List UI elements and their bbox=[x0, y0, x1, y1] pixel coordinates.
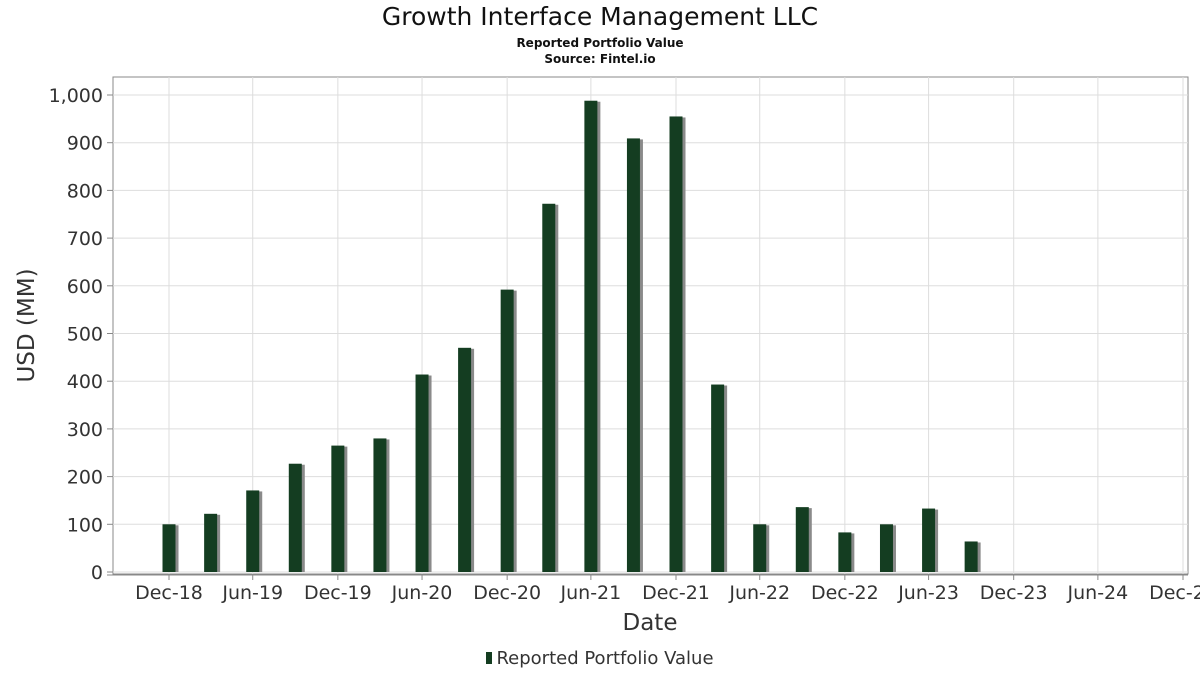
bar bbox=[626, 138, 643, 573]
x-axis-label: Date bbox=[623, 610, 678, 636]
bar bbox=[964, 541, 981, 572]
bar-fill bbox=[331, 445, 345, 572]
bar bbox=[288, 463, 305, 572]
bar-fill bbox=[542, 203, 556, 573]
x-tick-label: Dec-19 bbox=[304, 582, 372, 604]
bar-fill bbox=[964, 541, 978, 572]
x-tick-label: Dec-22 bbox=[811, 582, 879, 604]
bar bbox=[204, 513, 221, 572]
x-tick-label: Dec-20 bbox=[473, 582, 541, 604]
bar-fill bbox=[626, 138, 640, 573]
x-tick-label: Jun-24 bbox=[1067, 582, 1129, 604]
bar bbox=[838, 532, 855, 572]
bar-fill bbox=[288, 463, 302, 572]
y-tick-label: 100 bbox=[67, 514, 103, 536]
bar-fill bbox=[246, 490, 260, 572]
x-tick-label: Jun-20 bbox=[391, 582, 453, 604]
chart-source: Source: Fintel.io bbox=[544, 52, 656, 66]
x-tick-label: Dec-18 bbox=[135, 582, 203, 604]
bar bbox=[162, 524, 179, 572]
x-tick-label: Dec-24 bbox=[1149, 582, 1200, 604]
bar bbox=[246, 490, 263, 572]
y-tick-label: 200 bbox=[67, 467, 103, 489]
bar bbox=[753, 524, 770, 572]
bar bbox=[922, 508, 939, 572]
bar-fill bbox=[415, 374, 429, 572]
x-tick-label: Jun-22 bbox=[728, 582, 790, 604]
bar bbox=[542, 203, 559, 573]
x-tick-label: Jun-23 bbox=[897, 582, 959, 604]
bar bbox=[711, 384, 728, 572]
x-tick-label: Dec-23 bbox=[980, 582, 1048, 604]
y-tick-label: 800 bbox=[67, 180, 103, 202]
legend: Reported Portfolio Value bbox=[0, 648, 1200, 669]
y-axis-label: USD (MM) bbox=[14, 268, 40, 382]
y-tick-label: 400 bbox=[67, 371, 103, 393]
bar bbox=[669, 116, 686, 572]
bar-fill bbox=[753, 524, 767, 572]
bar bbox=[584, 100, 601, 572]
bar-fill bbox=[795, 507, 809, 572]
y-tick-label: 300 bbox=[67, 419, 103, 441]
y-tick-label: 700 bbox=[67, 228, 103, 250]
x-tick-label: Jun-21 bbox=[560, 582, 622, 604]
bar bbox=[331, 445, 348, 572]
bar bbox=[458, 347, 475, 572]
y-tick-label: 500 bbox=[67, 324, 103, 346]
bar-fill bbox=[669, 116, 683, 572]
x-tick-label: Jun-19 bbox=[221, 582, 283, 604]
y-tick-label: 1,000 bbox=[49, 85, 103, 107]
bar bbox=[415, 374, 432, 572]
bars bbox=[162, 100, 981, 573]
legend-swatch bbox=[486, 652, 493, 664]
legend-label: Reported Portfolio Value bbox=[496, 648, 714, 669]
bar-fill bbox=[500, 289, 514, 572]
y-tick-label: 600 bbox=[67, 276, 103, 298]
bar bbox=[879, 524, 896, 572]
bar-fill bbox=[711, 384, 725, 572]
x-axis: Dec-18 Jun-19 Dec-19 Jun-20 Dec-20 Jun-21 Dec-… bbox=[107, 574, 1200, 604]
bar-fill bbox=[204, 513, 218, 572]
bar-fill bbox=[373, 438, 387, 572]
bar-fill bbox=[584, 100, 598, 572]
bar-fill bbox=[458, 347, 472, 572]
chart-title: Growth Interface Management LLC bbox=[381, 2, 819, 31]
y-axis: 0 100 200 300 400 500 600 700 800 900 1,000 bbox=[49, 85, 113, 584]
bar-fill bbox=[922, 508, 936, 572]
bar bbox=[795, 507, 812, 572]
x-tick-label: Dec-21 bbox=[642, 582, 710, 604]
plot-area bbox=[112, 76, 1189, 575]
bar-fill bbox=[879, 524, 893, 572]
bar bbox=[373, 438, 390, 572]
y-tick-label: 0 bbox=[91, 562, 103, 584]
bar-fill bbox=[162, 524, 176, 572]
bar-fill bbox=[838, 532, 852, 572]
chart-subtitle: Reported Portfolio Value bbox=[516, 36, 684, 50]
bar bbox=[500, 289, 517, 572]
y-tick-label: 900 bbox=[67, 133, 103, 155]
